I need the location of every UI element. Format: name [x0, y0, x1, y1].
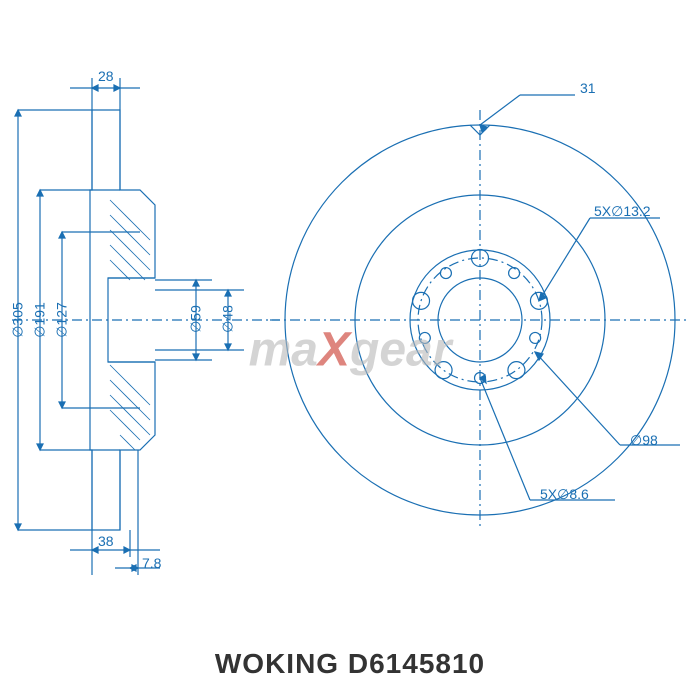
front-view: [270, 95, 690, 530]
footer-brand: WOKING: [215, 648, 339, 679]
dim-191: ∅191: [32, 302, 49, 338]
dim-38: 38: [98, 533, 114, 549]
label-5x13-2: 5X∅13.2: [594, 203, 651, 220]
dim-305: ∅305: [10, 302, 27, 338]
label-98: ∅98: [630, 432, 658, 449]
label-5x8-6: 5X∅8.6: [540, 486, 589, 503]
technical-drawing: [0, 0, 700, 700]
footer: WOKING D6145810: [0, 648, 700, 680]
footer-partno: D6145810: [348, 648, 485, 679]
section-view: [12, 78, 280, 575]
dim-127: ∅127: [54, 302, 71, 338]
dim-7-8: 7.8: [142, 555, 161, 571]
dim-48: ∅48: [220, 305, 237, 333]
dim-28: 28: [98, 68, 114, 84]
dim-59: ∅59: [188, 305, 205, 333]
label-31: 31: [580, 80, 596, 96]
